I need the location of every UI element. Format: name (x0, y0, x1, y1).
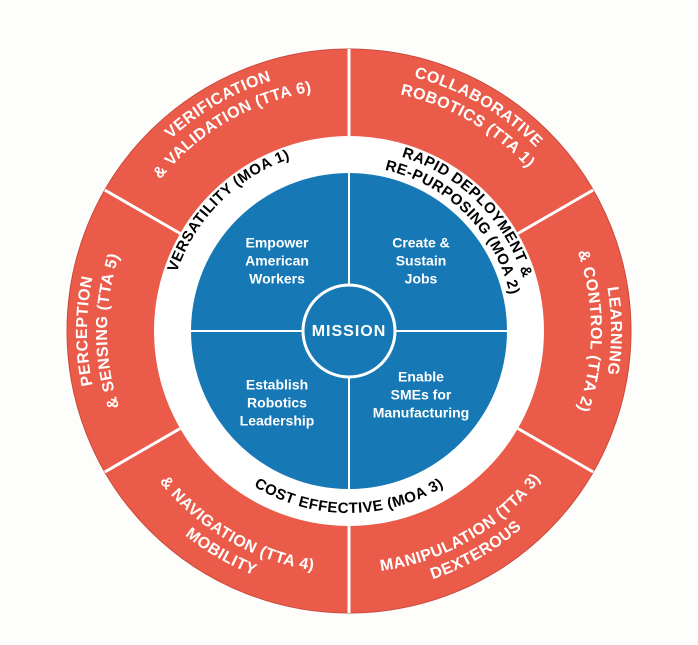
svg-text:Leadership: Leadership (240, 413, 315, 429)
svg-text:Robotics: Robotics (247, 395, 307, 411)
concentric-ring-diagram: AEROSPACE ELECTRONICS TEXTILES AUTOMOTIV… (0, 0, 698, 645)
mission-label: MISSION (312, 323, 387, 340)
svg-text:Empower: Empower (245, 235, 309, 251)
svg-text:Create &: Create & (392, 235, 450, 251)
svg-text:Manufacturing: Manufacturing (373, 405, 469, 421)
svg-text:Establish: Establish (246, 377, 308, 393)
svg-text:Jobs: Jobs (405, 271, 438, 287)
svg-text:SMEs for: SMEs for (391, 387, 452, 403)
svg-text:Enable: Enable (398, 369, 444, 385)
mission-core: MISSION (303, 285, 395, 377)
svg-text:American: American (245, 253, 309, 269)
svg-text:Sustain: Sustain (396, 253, 447, 269)
svg-text:Workers: Workers (249, 271, 305, 287)
